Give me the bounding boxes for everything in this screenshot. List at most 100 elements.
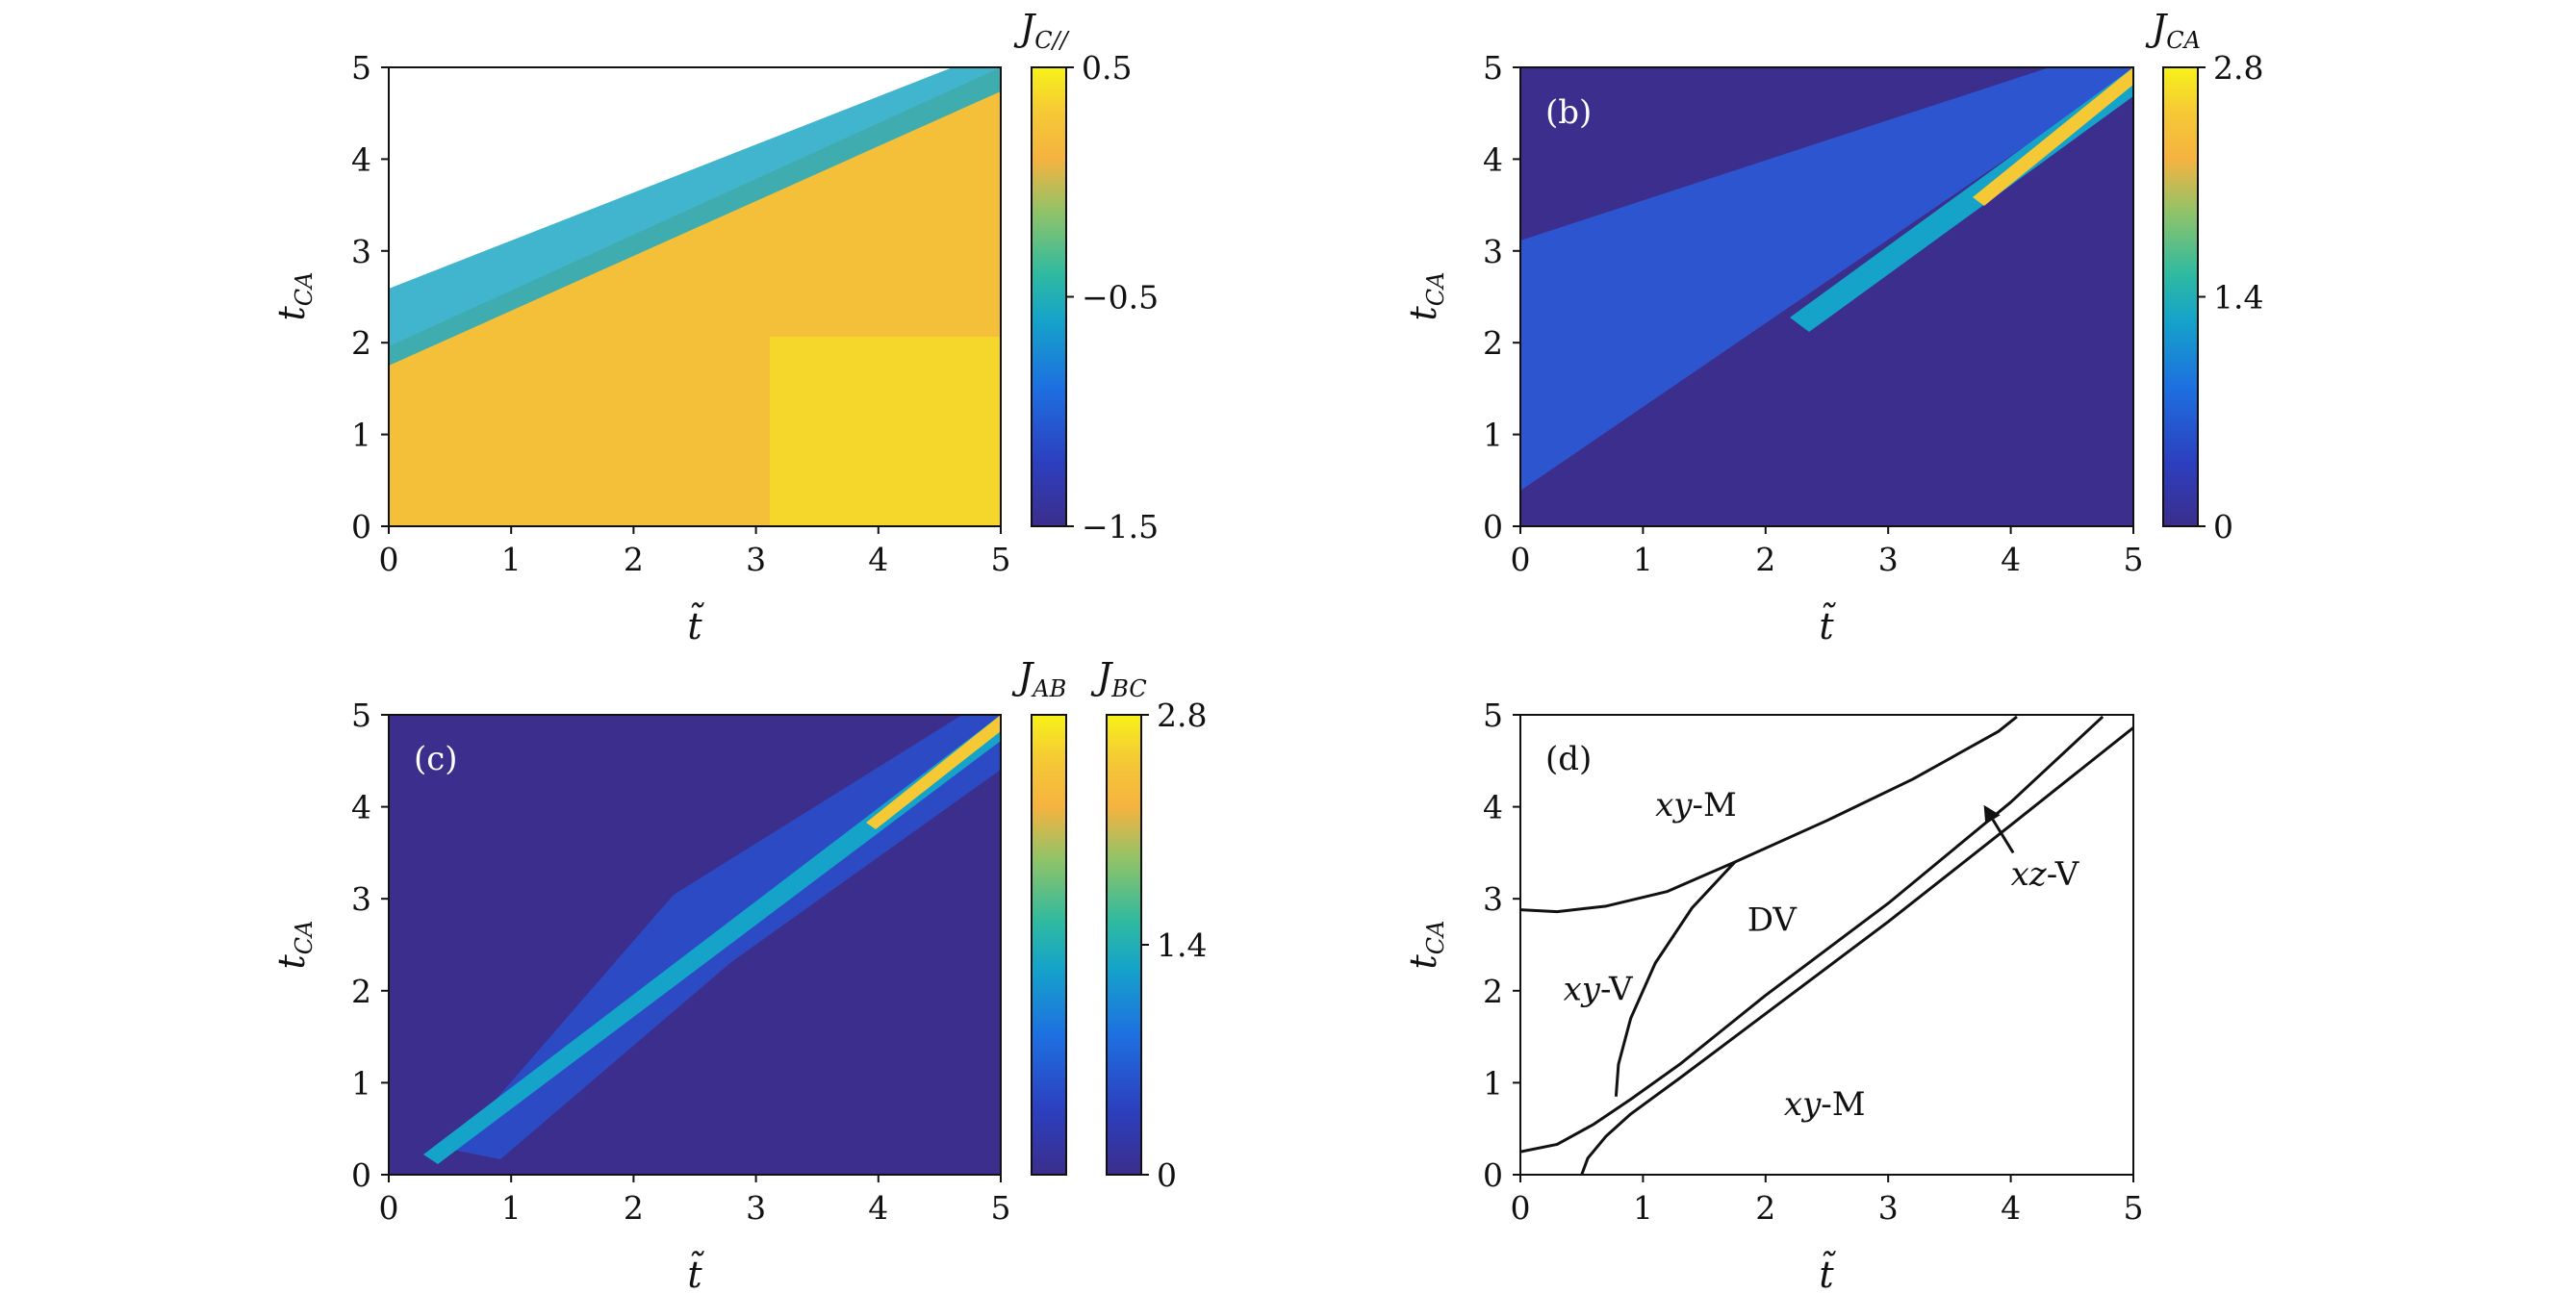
colorbar-tick-label: 2.8 [2213,49,2263,87]
y-axis-label-c-sub: CA [291,921,318,955]
axes-frame-d [1519,714,2134,1176]
y-tick-label: 5 [351,49,371,87]
y-tick-label: 5 [1483,49,1503,87]
y-axis-label-a-sub: CA [291,272,318,307]
x-axis-label-c: t̃ [687,1251,704,1294]
x-tick-label: 2 [1755,541,1775,578]
colorbar-b [2162,66,2199,527]
y-tick-label: 4 [351,140,371,178]
y-tick-label: 4 [1483,140,1503,178]
y-tick-label: 5 [1483,697,1503,734]
colorbar-tick-label: 0 [1157,1156,1177,1194]
y-tick-label: 2 [1483,324,1503,362]
colorbar-c-ab [1031,714,1067,1176]
x-tick-label: 4 [868,541,888,578]
y-axis-label-a-main: t [270,305,313,320]
y-tick-label: 3 [351,233,371,270]
svg-text:tCA: tCA [1402,272,1449,321]
x-tick-label: 1 [1633,1189,1653,1227]
annotation-arrow-d [1991,819,2015,854]
colorbar-a-ticks: 0.5 −0.5 −1.5 [1066,49,1159,546]
heatmap-a-corner-bright [770,337,1001,526]
colorbar-c-bc-title: JBC [1090,655,1147,702]
x-tick-label: 3 [746,1189,766,1227]
axes-frame-b [1519,66,2134,527]
svg-text:tCA: tCA [270,921,318,970]
x-axis-label-a: t̃ [687,602,704,647]
phase-boundary-line [1520,715,2104,1154]
y-tick-label: 4 [351,789,371,826]
heatmap-c-ridge-peak [866,715,1001,829]
heatmap-a-high-region [389,67,1001,526]
heatmap-b-blue-wedge [1520,67,2133,491]
region-labels-d: xy-M DV xy-V xy-M xz-V [1564,786,2080,1124]
region-label: xz-V [2011,855,2080,894]
x-tick-label: 0 [1511,541,1531,578]
panel-c: (c) 0 1 2 3 4 5 0 1 2 3 4 5 t̃ tCA 2.8 1.4 0 JAB JBC [270,655,1207,1294]
axes-frame-a [388,66,1002,527]
y-axis-label-d-main: t [1402,953,1444,969]
x-tick-label: 2 [1755,1189,1775,1227]
colorbar-tick-label: 1.4 [2213,279,2263,317]
svg-text:tCA: tCA [270,272,318,321]
colorbar-c-ab-title: JAB [1011,655,1066,702]
y-tick-label: 4 [1483,789,1503,826]
y-axis-label-b-main: t [1402,305,1444,320]
y-ticks-b: 0 1 2 3 4 5 [1483,49,1520,546]
panel-tag-a: (a) [414,93,459,132]
colorbar-tick-label: 2.8 [1157,697,1207,734]
panel-a: (a) 0 1 2 3 4 5 0 1 2 3 4 5 t̃ tCA 0.5 −0.5 −1.5 JC/… [270,7,1159,647]
x-tick-label: 5 [991,541,1011,578]
svg-text:tCA: tCA [1402,921,1449,970]
y-axis-label-d: tCA [1402,921,1449,970]
y-tick-label: 2 [351,324,371,362]
x-tick-label: 4 [2001,541,2021,578]
y-tick-label: 3 [1483,233,1503,270]
phase-boundary-line [1614,860,1737,1097]
x-tick-label: 0 [1511,1189,1531,1227]
colorbar-b-ticks: 2.8 1.4 0 [2198,49,2263,546]
x-ticks-a: 0 1 2 3 4 5 [379,526,1011,578]
y-axis-label-b: tCA [1402,272,1449,321]
x-ticks-c: 0 1 2 3 4 5 [379,1175,1011,1227]
plot-area-d [1520,715,2133,1175]
x-ticks-d: 0 1 2 3 4 5 [1511,1175,2144,1227]
colorbar-a [1031,66,1067,527]
colorbar-b-title: JCA [2145,7,2201,54]
annotation-arrowhead-d [1983,804,2001,825]
colorbar-tick-label: 1.4 [1157,926,1207,964]
colorbar-tick-label: −1.5 [1082,508,1159,546]
phase-boundaries-d [1520,715,2133,1175]
y-tick-label: 0 [1483,508,1503,546]
region-label: DV [1747,901,1798,940]
y-axis-label-a: tCA [270,272,318,321]
y-tick-label: 0 [351,508,371,546]
y-tick-label: 2 [351,973,371,1010]
y-ticks-d: 0 1 2 3 4 5 [1483,697,1520,1194]
heatmap-a-ridge-band [389,67,1001,366]
y-tick-label: 0 [351,1156,371,1194]
colorbar-tick-label: −0.5 [1082,279,1159,317]
panel-tag-c: (c) [414,740,458,778]
y-axis-label-b-sub: CA [1422,272,1449,307]
y-axis-label-d-sub: CA [1422,921,1449,955]
y-axis-label-c-main: t [270,953,313,969]
x-ticks-b: 0 1 2 3 4 5 [1511,526,2144,578]
phase-boundary-line [1580,726,2133,1175]
y-tick-label: 1 [1483,417,1503,454]
y-tick-label: 1 [351,1064,371,1102]
y-tick-label: 1 [1483,1064,1503,1102]
x-axis-label-b: t̃ [1819,602,1836,647]
x-tick-label: 2 [624,541,644,578]
x-tick-label: 2 [624,1189,644,1227]
colorbar-tick-label: 0 [2213,508,2233,546]
region-label: xy-M [1655,786,1737,825]
colorbar-c-bc [1106,714,1142,1176]
heatmap-b [1520,67,2133,526]
x-tick-label: 1 [1633,541,1653,578]
y-tick-label: 3 [351,880,371,918]
heatmap-a [389,67,1001,526]
region-label: xy-M [1784,1085,1866,1124]
heatmap-c-ridge [423,715,1001,1164]
